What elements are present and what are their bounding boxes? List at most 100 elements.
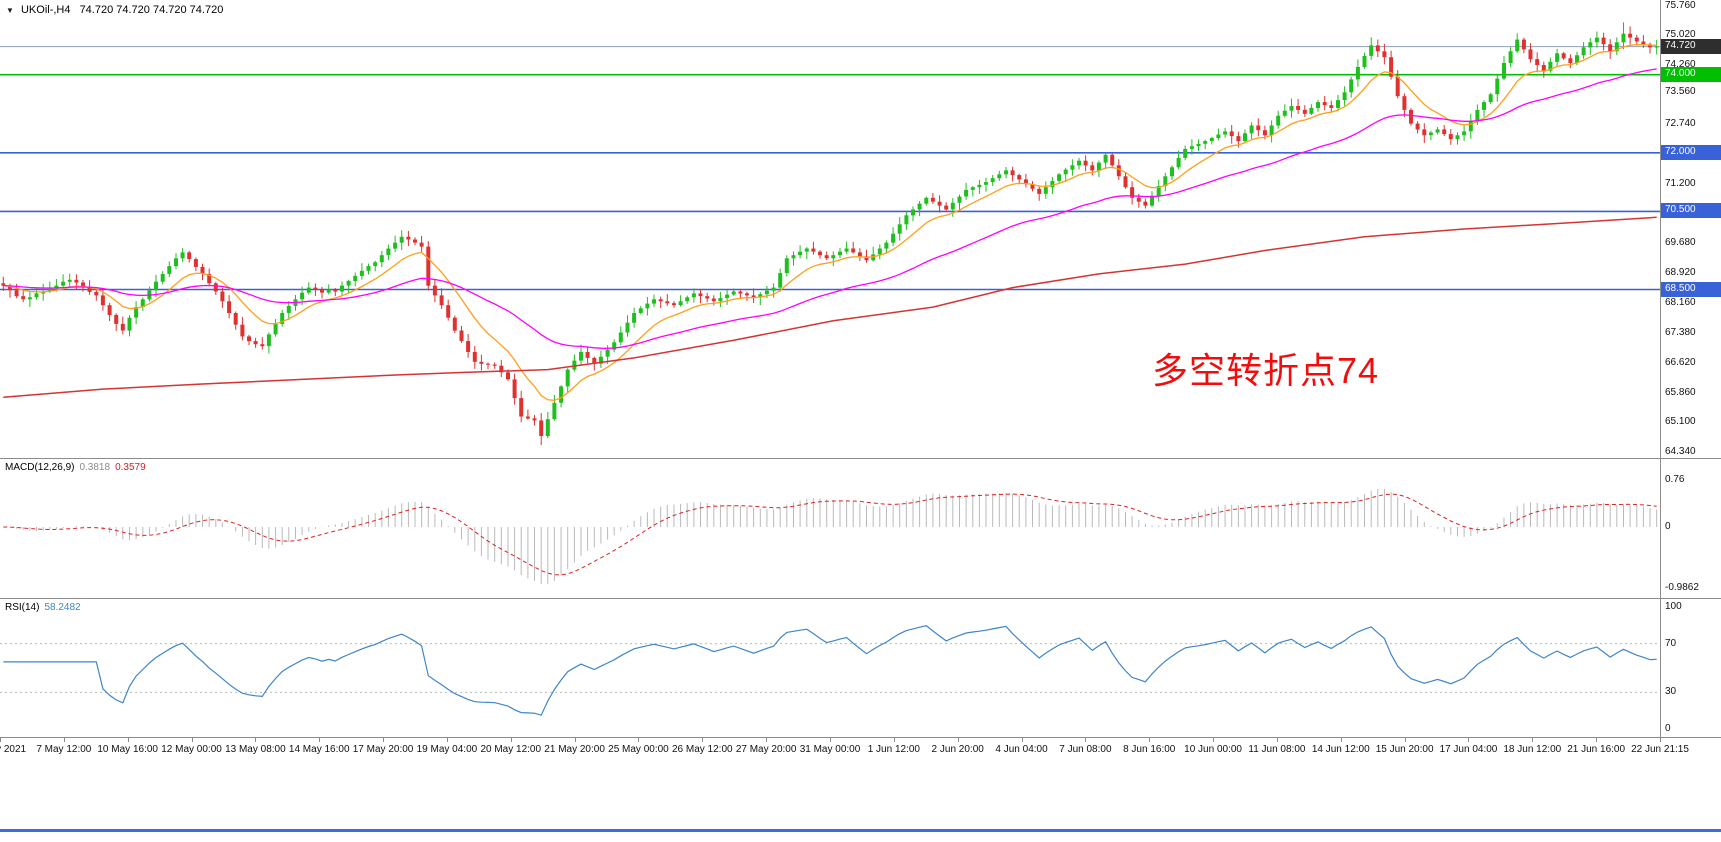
level-price-badge: 70.500 <box>1661 203 1721 219</box>
time-axis-tick <box>1340 738 1342 742</box>
time-axis-tick <box>1404 738 1406 742</box>
time-axis-label: 19 May 04:00 <box>416 744 478 755</box>
macd-axis-label: -0.9862 <box>1665 582 1699 594</box>
price-axis-label: 71.200 <box>1665 178 1696 190</box>
rsi-panel-canvas[interactable] <box>0 599 1660 737</box>
time-axis-tick <box>1213 738 1215 742</box>
price-axis-label: 75.760 <box>1665 0 1696 11</box>
price-axis-label: 64.340 <box>1665 446 1696 457</box>
time-axis-label: 13 May 08:00 <box>225 744 286 755</box>
time-axis-label: 1 Jun 12:00 <box>867 744 920 755</box>
time-axis-tick <box>383 738 385 742</box>
price-axis-label: 65.100 <box>1665 416 1696 428</box>
time-axis-label: 20 May 12:00 <box>480 744 542 755</box>
time-axis-tick <box>1532 738 1534 742</box>
time-axis-label: 2 Jun 20:00 <box>931 744 984 755</box>
level-price-badge: 74.000 <box>1661 66 1721 82</box>
time-axis-label: 10 May 16:00 <box>97 744 158 755</box>
time-axis-label: 21 May 20:00 <box>544 744 605 755</box>
rsi-axis-label: 0 <box>1665 723 1671 734</box>
time-axis-tick <box>893 738 895 742</box>
time-axis-label: 22 Jun 21:15 <box>1631 744 1689 755</box>
time-axis-label: 6 May 2021 <box>0 744 27 755</box>
level-price-badge: 68.500 <box>1661 281 1721 297</box>
rsi-value: 58.2482 <box>44 602 81 613</box>
time-axis-tick <box>1596 738 1598 742</box>
time-axis-tick <box>255 738 257 742</box>
symbol-ohlc-values: 74.720 74.720 74.720 74.720 <box>79 4 224 16</box>
time-axis-tick <box>1468 738 1470 742</box>
time-axis-label: 17 May 20:00 <box>352 744 414 755</box>
price-axis-label: 75.020 <box>1665 28 1696 40</box>
time-axis-label: 12 May 00:00 <box>161 744 222 755</box>
time-axis-tick <box>319 738 321 742</box>
time-axis-tick <box>1085 738 1087 742</box>
time-axis-label: 25 May 00:00 <box>608 744 669 755</box>
macd-indicator-label: MACD(12,26,9) 0.3818 0.3579 <box>5 462 146 473</box>
price-axis-divider <box>1660 0 1661 738</box>
time-axis-tick <box>957 738 959 742</box>
time-axis-tick <box>191 738 193 742</box>
time-axis-label: 14 Jun 12:00 <box>1311 744 1370 755</box>
time-axis-label: 26 May 12:00 <box>671 744 733 755</box>
time-axis-tick <box>574 738 576 742</box>
time-axis-label: 7 May 12:00 <box>36 744 92 755</box>
time-axis-tick <box>1021 738 1023 742</box>
time-axis-label: 27 May 20:00 <box>735 744 797 755</box>
time-axis-tick <box>446 738 448 742</box>
price-axis-label: 66.620 <box>1665 356 1696 368</box>
price-chart-canvas[interactable] <box>0 0 1660 458</box>
time-axis-tick <box>702 738 704 742</box>
macd-signal-value: 0.3579 <box>115 462 146 473</box>
rsi-name: RSI(14) <box>5 602 40 613</box>
current-price-badge: 74.720 <box>1661 38 1721 54</box>
time-axis-label: 18 Jun 12:00 <box>1503 744 1562 755</box>
rsi-axis-label: 30 <box>1665 686 1677 698</box>
time-axis-label: 31 May 00:00 <box>799 744 861 755</box>
time-axis-tick <box>63 738 65 742</box>
chart-annotation: 多空转折点74 <box>1152 350 1380 391</box>
time-axis-tick <box>0 738 1 742</box>
rsi-indicator-label: RSI(14) 58.2482 <box>5 602 81 613</box>
time-axis-tick <box>638 738 640 742</box>
symbol-bar: ▼ UKOil-,H4 74.720 74.720 74.720 74.720 <box>6 4 223 16</box>
time-axis-tick <box>510 738 512 742</box>
time-axis-tick <box>830 738 831 742</box>
price-axis: 75.76075.02074.26073.56072.74071.98071.2… <box>1661 0 1721 762</box>
price-axis-label: 73.560 <box>1665 85 1696 97</box>
panel-divider[interactable] <box>0 458 1721 459</box>
time-axis-label: 15 Jun 20:00 <box>1375 744 1434 755</box>
time-axis-label: 21 Jun 16:00 <box>1567 744 1626 755</box>
panel-divider <box>0 737 1721 738</box>
time-axis-tick <box>127 738 129 742</box>
price-axis-label: 68.920 <box>1665 267 1696 279</box>
price-axis-label: 65.860 <box>1665 386 1696 398</box>
time-axis-label: 7 Jun 08:00 <box>1059 744 1112 755</box>
time-axis-label: 4 Jun 04:00 <box>995 744 1048 755</box>
panel-divider[interactable] <box>0 598 1721 599</box>
macd-axis-label: 0.76 <box>1665 473 1685 485</box>
time-axis-label: 10 Jun 00:00 <box>1184 744 1242 755</box>
time-axis-tick <box>1660 738 1661 742</box>
price-axis-label: 74.260 <box>1665 58 1696 70</box>
price-axis-label: 67.380 <box>1665 327 1696 339</box>
symbol-title: UKOil-,H4 <box>20 4 71 16</box>
level-price-badge: 72.000 <box>1661 144 1721 160</box>
macd-axis-label: 0 <box>1665 521 1671 532</box>
horizontal-scrollbar[interactable] <box>0 829 1721 832</box>
time-axis-label: 8 Jun 16:00 <box>1123 744 1176 755</box>
price-axis-label: 69.680 <box>1665 237 1696 249</box>
macd-name: MACD(12,26,9) <box>5 462 75 473</box>
time-axis-tick <box>766 738 768 742</box>
time-axis-tick <box>1149 738 1151 742</box>
price-axis-label: 68.160 <box>1665 296 1696 308</box>
time-axis-tick <box>1276 738 1278 742</box>
time-axis-label: 11 Jun 08:00 <box>1248 744 1306 755</box>
macd-panel-canvas[interactable] <box>0 459 1660 598</box>
time-axis-label: 14 May 16:00 <box>288 744 350 755</box>
macd-main-value: 0.3818 <box>79 462 111 473</box>
rsi-axis-label: 70 <box>1665 637 1677 649</box>
chart-dropdown-icon[interactable]: ▼ <box>6 6 14 15</box>
